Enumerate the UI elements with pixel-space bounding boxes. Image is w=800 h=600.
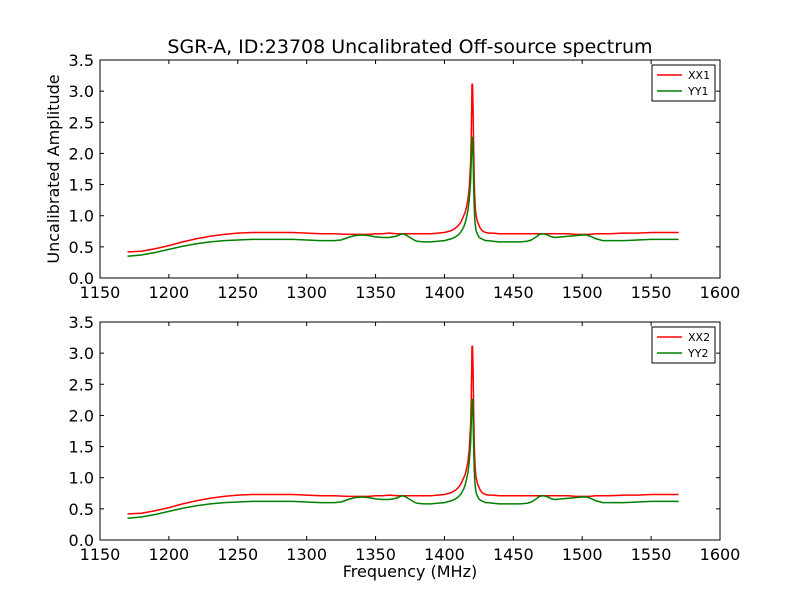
y-tick-label: 0.0 bbox=[69, 531, 94, 550]
y-tick-label: 0.5 bbox=[69, 500, 94, 519]
series-line-yy1 bbox=[127, 136, 679, 257]
y-tick-label: 2.0 bbox=[69, 144, 94, 163]
x-tick-label: 1150 bbox=[80, 545, 121, 564]
x-tick-label: 1600 bbox=[700, 545, 741, 564]
chart-title: SGR-A, ID:23708 Uncalibrated Off-source … bbox=[167, 36, 652, 58]
x-tick-label: 1450 bbox=[493, 545, 534, 564]
y-tick-label: 3.0 bbox=[69, 82, 94, 101]
x-tick-label: 1500 bbox=[562, 545, 603, 564]
y-tick-label: 0.5 bbox=[69, 238, 94, 257]
legend-entry: XX2 bbox=[688, 331, 710, 344]
x-tick-label: 1250 bbox=[217, 545, 258, 564]
x-tick-label: 1200 bbox=[149, 283, 190, 302]
y-tick-label: 2.5 bbox=[69, 375, 94, 394]
y-tick-label: 1.5 bbox=[69, 176, 94, 195]
x-tick-label: 1200 bbox=[149, 545, 190, 564]
x-tick-label: 1450 bbox=[493, 283, 534, 302]
series-line-yy2 bbox=[127, 398, 679, 519]
x-tick-label: 1600 bbox=[700, 283, 741, 302]
x-tick-label: 1400 bbox=[424, 545, 465, 564]
y-axis-label: Uncalibrated Amplitude bbox=[44, 74, 63, 263]
x-tick-label: 1400 bbox=[424, 283, 465, 302]
axes-frame bbox=[99, 321, 721, 541]
legend-box bbox=[651, 64, 716, 102]
x-tick-label: 1300 bbox=[286, 283, 327, 302]
x-tick-label: 1300 bbox=[286, 545, 327, 564]
y-tick-label: 1.0 bbox=[69, 469, 94, 488]
panel-bottom: 1150 1200 1250 1300 1350 1400 1450 1500 1550 1600… bbox=[69, 313, 741, 564]
legend-entry: YY2 bbox=[687, 347, 708, 360]
axes-frame bbox=[99, 59, 721, 279]
x-tick-label: 1350 bbox=[355, 545, 396, 564]
series-line-xx1 bbox=[127, 83, 679, 253]
y-tick-label: 3.0 bbox=[69, 344, 94, 363]
x-tick-label: 1350 bbox=[355, 283, 396, 302]
x-tick-label: 1550 bbox=[631, 545, 672, 564]
x-tick-label: 1550 bbox=[631, 283, 672, 302]
x-tick-label: 1150 bbox=[80, 283, 121, 302]
x-tick-label: 1250 bbox=[217, 283, 258, 302]
series-line-xx2 bbox=[127, 345, 679, 515]
x-axis-label: Frequency (MHz) bbox=[343, 562, 477, 581]
y-tick-label: 1.5 bbox=[69, 438, 94, 457]
panel-top: 1150 1200 1250 1300 1350 1400 1450 1500 1550 1600… bbox=[69, 51, 741, 302]
y-tick-label: 0.0 bbox=[69, 269, 94, 288]
y-tick-label: 2.0 bbox=[69, 406, 94, 425]
legend-box bbox=[651, 326, 716, 364]
y-tick-label: 2.5 bbox=[69, 113, 94, 132]
y-tick-label: 3.5 bbox=[69, 313, 94, 332]
y-tick-label: 3.5 bbox=[69, 51, 94, 70]
y-tick-label: 1.0 bbox=[69, 207, 94, 226]
legend-entry: YY1 bbox=[687, 85, 708, 98]
legend-entry: XX1 bbox=[688, 69, 710, 82]
x-tick-label: 1500 bbox=[562, 283, 603, 302]
